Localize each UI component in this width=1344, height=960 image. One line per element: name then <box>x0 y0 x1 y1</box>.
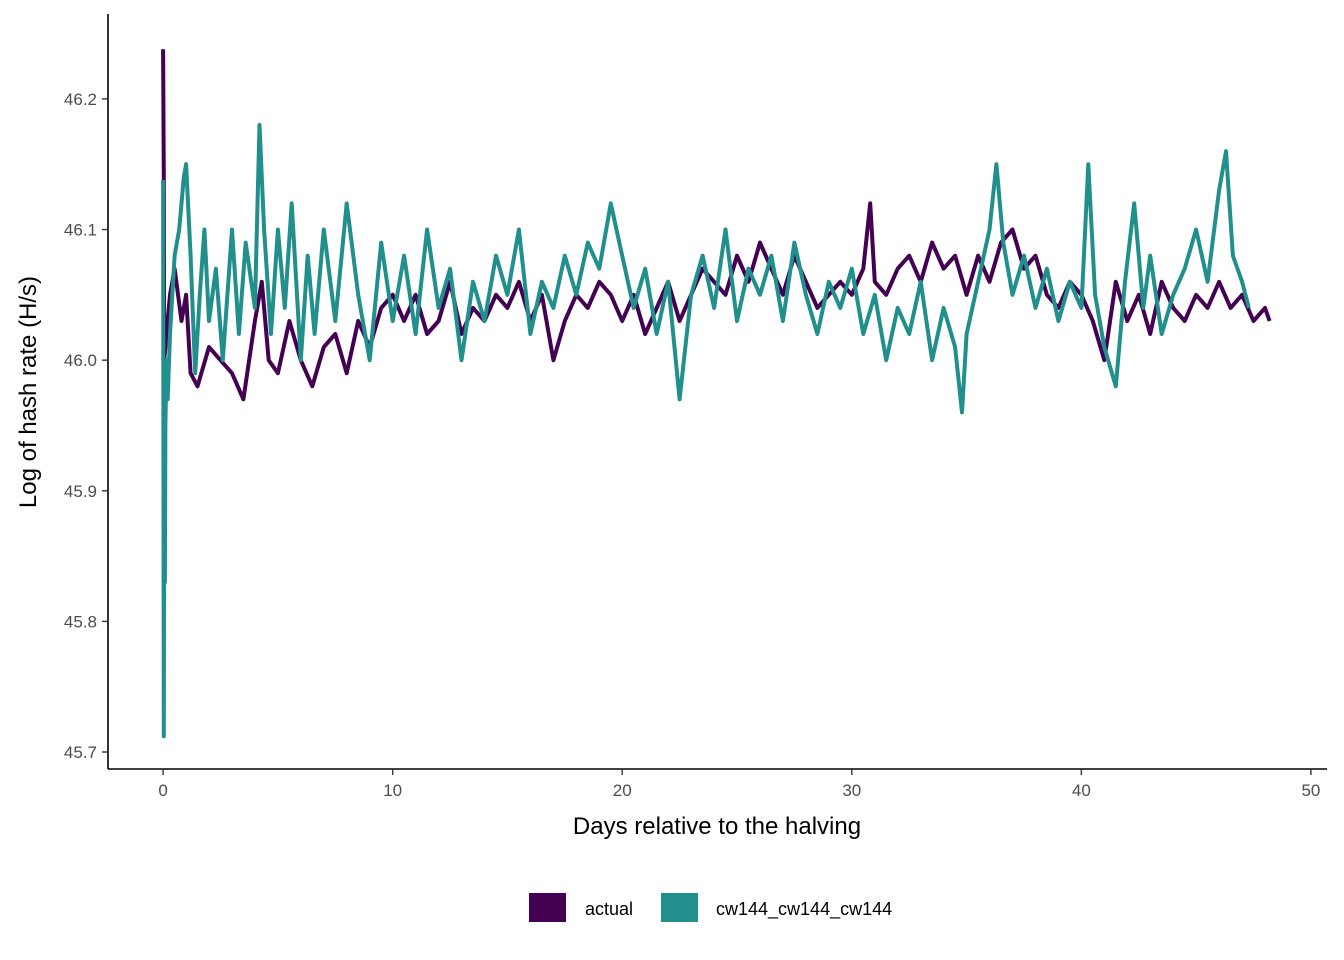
x-tick-label: 20 <box>613 781 632 800</box>
legend-label-1: cw144_cw144_cw144 <box>716 899 892 920</box>
legend: actual cw144_cw144_cw144 <box>529 893 892 922</box>
y-tick-label: 45.9 <box>64 482 97 501</box>
series-line-0 <box>161 49 1272 402</box>
y-axis-title: Log of hash rate (H/s) <box>15 276 42 508</box>
series-line-1 <box>161 123 1251 739</box>
y-tick-label: 46.1 <box>64 221 97 240</box>
y-tick-label: 46.2 <box>64 90 97 109</box>
series-layer <box>161 49 1272 739</box>
y-tick-label: 46.0 <box>64 351 97 370</box>
x-tick-label: 30 <box>842 781 861 800</box>
legend-swatch-0 <box>529 893 566 922</box>
y-tick-label: 45.7 <box>64 743 97 762</box>
x-tick-label: 0 <box>158 781 167 800</box>
y-ticks: 45.7 45.8 45.9 46.0 46.1 46.2 <box>64 90 108 762</box>
legend-label-0: actual <box>585 899 633 919</box>
x-tick-label: 10 <box>383 781 402 800</box>
x-axis-title: Days relative to the halving <box>573 813 861 840</box>
legend-swatch-1 <box>661 893 698 922</box>
x-ticks: 0 10 20 30 40 50 <box>158 769 1320 800</box>
x-tick-label: 40 <box>1072 781 1091 800</box>
x-tick-label: 50 <box>1301 781 1320 800</box>
y-tick-label: 45.8 <box>64 612 97 631</box>
